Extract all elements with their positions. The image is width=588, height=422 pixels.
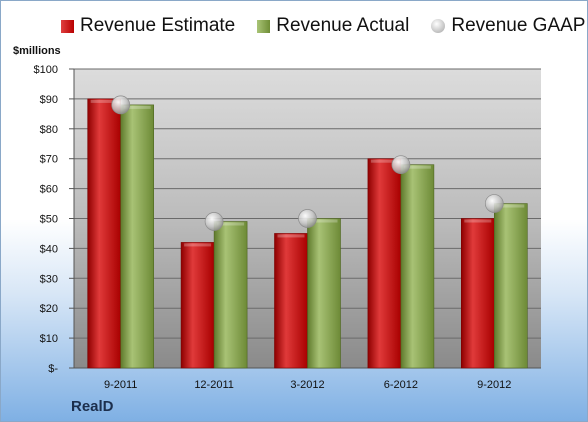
y-tick-label: $50 (40, 214, 58, 226)
legend-item-estimate: Revenue Estimate (61, 15, 235, 37)
y-tick-label: $90 (40, 94, 58, 106)
bar-estimate (367, 158, 402, 369)
plot-area: $- $10 $20 $30 $40 $50 $60 $70 $80 $90 $100 9-2011 1… (34, 64, 541, 391)
legend-swatch-estimate (61, 19, 74, 33)
bar-estimate (87, 98, 121, 369)
y-tick-label: $100 (34, 64, 58, 76)
legend-swatch-gaap (431, 19, 446, 33)
x-tick-label: 3-2012 (290, 379, 324, 391)
bar-actual (493, 203, 528, 369)
y-tick-label: $- (48, 363, 58, 375)
bar-estimate (274, 233, 308, 369)
legend: Revenue Estimate Revenue Actual Revenue … (61, 15, 585, 37)
bar-estimate (460, 218, 495, 369)
bar-actual (120, 104, 154, 369)
bar-highlight (277, 234, 305, 238)
y-tick-label: $40 (40, 243, 58, 255)
legend-swatch-actual (257, 19, 271, 33)
bar-highlight (184, 243, 212, 247)
x-tick-label: 9-2011 (104, 379, 137, 391)
company-name: RealD (71, 398, 114, 415)
bar-highlight (123, 105, 151, 109)
legend-label-gaap: Revenue GAAP (451, 15, 586, 36)
y-tick-label: $60 (40, 184, 58, 196)
bar-highlight (464, 219, 492, 223)
y-tick-label: $20 (40, 303, 58, 315)
y-tick-label: $80 (40, 124, 58, 136)
bar-actual (307, 218, 341, 369)
y-tick-label: $10 (40, 333, 58, 345)
y-tick-label: $70 (40, 154, 58, 166)
x-tick-label: 6-2012 (384, 379, 418, 391)
bar-highlight (217, 222, 245, 226)
gaap-marker (111, 95, 131, 115)
gaap-marker (204, 212, 224, 231)
legend-label-estimate: Revenue Estimate (80, 15, 236, 36)
bar-highlight (370, 159, 398, 163)
x-tick-label: 9-2012 (477, 379, 511, 391)
x-tick-label: 12-2011 (194, 379, 234, 391)
legend-item-gaap: Revenue GAAP (431, 15, 585, 37)
gaap-marker (391, 155, 411, 175)
y-tick-label: $30 (40, 273, 58, 285)
bar-highlight (90, 99, 118, 103)
gaap-marker (484, 194, 504, 213)
y-axis-label: $millions (13, 45, 61, 57)
bar-highlight (310, 219, 338, 223)
legend-item-actual: Revenue Actual (257, 15, 409, 37)
bar-actual (213, 221, 248, 369)
legend-label-actual: Revenue Actual (276, 15, 410, 36)
bar-actual (400, 164, 435, 369)
gaap-marker (298, 209, 317, 228)
bar-highlight (403, 165, 431, 169)
bar-estimate (180, 242, 215, 369)
bar-highlight (497, 204, 525, 208)
